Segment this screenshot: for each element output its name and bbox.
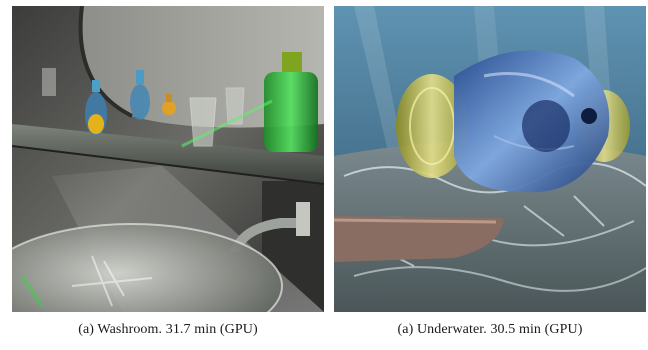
underwater-image [334,6,646,312]
washroom-caption: (a) Washroom. 31.7 min (GPU) [78,322,258,337]
underwater-caption: (a) Underwater. 30.5 min (GPU) [397,322,583,337]
washroom-image [12,6,324,312]
